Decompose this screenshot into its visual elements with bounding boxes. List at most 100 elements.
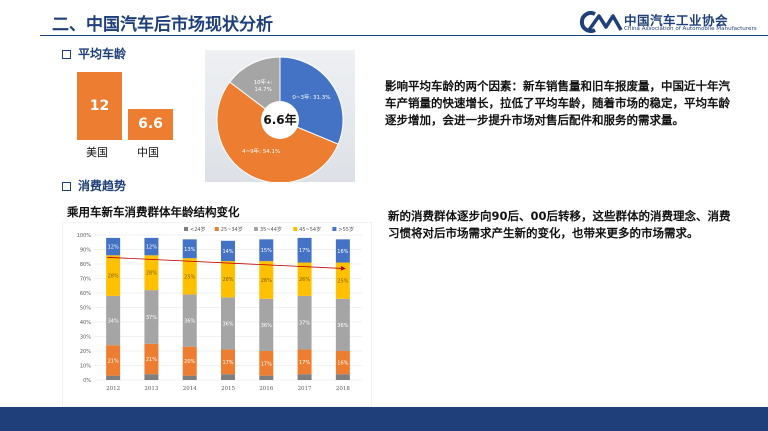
stacked-bar-segment — [182, 375, 197, 380]
stacked-bar-segment — [297, 295, 312, 350]
segment-value-label: 13% — [184, 247, 195, 253]
segment-value-label: 26% — [299, 277, 310, 283]
x-tick-label: 2014 — [183, 386, 197, 392]
segment-value-label: 16% — [337, 249, 348, 255]
y-tick-label: 100% — [77, 233, 92, 239]
section-bullet-icon — [62, 182, 71, 191]
y-tick-label: 60% — [80, 291, 91, 297]
trend-arrow — [107, 256, 346, 271]
segment-value-label: 28% — [222, 277, 233, 283]
segment-value-label: 26% — [261, 278, 272, 284]
y-tick-label: 40% — [80, 320, 91, 326]
stacked-bar-segment — [259, 239, 274, 262]
stacked-bar-segment — [106, 375, 121, 380]
stacked-bar-segment — [221, 261, 235, 298]
segment-value-label: 36% — [261, 323, 272, 329]
segment-value-label: 21% — [108, 358, 119, 364]
legend-swatch — [254, 227, 258, 231]
bar-china: 6.6 — [128, 109, 173, 140]
pie-slice-label: 0~3年: 31.3% — [292, 93, 330, 101]
title-divider — [40, 35, 768, 36]
stacked-bar-segment — [144, 343, 159, 375]
pie-center-label: 6.6年 — [263, 112, 296, 127]
pie-slice — [229, 56, 281, 122]
section-average-age-label: 平均车龄 — [78, 47, 127, 61]
segment-value-label: 37% — [299, 321, 310, 327]
stacked-bar-segment — [182, 294, 197, 347]
stacked-bar-segment — [144, 290, 159, 344]
stacked-bar-segment — [259, 261, 274, 299]
segment-value-label: 17% — [299, 360, 310, 366]
y-tick-label: 90% — [80, 248, 91, 254]
segment-value-label: 17% — [299, 248, 310, 254]
stacked-bar-segment — [106, 237, 121, 256]
caam-logo-icon — [579, 11, 623, 33]
stacked-bar-segment — [221, 297, 235, 350]
section-bullet-icon — [62, 50, 71, 59]
pie-slice-label: 4~9年: 54.1% — [242, 147, 280, 155]
logo-chinese-text: 中国汽车工业协会 — [624, 13, 729, 28]
stacked-bar-segment — [182, 346, 197, 376]
stacked-bar-segment — [335, 351, 350, 375]
legend-swatch — [293, 227, 298, 231]
logo-english-text: China Association of Automobile Manufact… — [624, 26, 757, 32]
y-tick-label: 30% — [80, 335, 91, 341]
bar-usa-label: 美国 — [86, 146, 108, 159]
stacked-bar-segment — [297, 374, 312, 380]
segment-value-label: 25% — [337, 279, 348, 285]
segment-value-label: 16% — [337, 361, 348, 367]
segment-value-label: 36% — [184, 319, 195, 325]
x-tick-label: 2013 — [144, 386, 158, 392]
segment-value-label: 36% — [337, 323, 348, 329]
segment-value-label: 28% — [146, 271, 157, 277]
bar-china-label: 中国 — [137, 146, 159, 159]
x-tick-label: 2017 — [298, 386, 312, 392]
legend-label: 45~54岁 — [299, 226, 321, 233]
legend-swatch — [332, 227, 337, 231]
segment-value-label: 36% — [222, 321, 233, 327]
stacked-bar-segment — [221, 240, 235, 262]
y-tick-label: 80% — [80, 262, 91, 268]
legend-swatch — [214, 227, 219, 231]
stacked-bar-segment — [335, 239, 350, 263]
stacked-bar-segment — [221, 374, 235, 380]
stacked-bar-segment — [144, 255, 159, 291]
segment-value-label: 12% — [146, 245, 157, 251]
average-age-paragraph: 影响平均车龄的两个因素：新车销售量和旧车报废量，中国近十年汽车产销量的快速增长，… — [385, 79, 730, 127]
x-tick-label: 2015 — [221, 386, 235, 392]
pie-center-hole — [261, 101, 299, 139]
stacked-bar-segment — [297, 349, 312, 375]
stacked-bar-segment — [106, 345, 121, 376]
stacked-bar-segment — [182, 258, 197, 295]
consumption-trend-paragraph: 新的消费群体逐步向90后、00后转移，这些群体的消费理念、消费习惯将对后市场需求… — [388, 209, 731, 240]
segment-value-label: 21% — [146, 357, 157, 363]
y-tick-label: 0% — [83, 378, 91, 384]
stacked-bar-segment — [144, 374, 159, 380]
bar-usa: 12 — [77, 72, 122, 140]
segment-value-label: 15% — [261, 248, 272, 254]
vehicle-age-pie-chart: 0~3年: 31.3% 4~9年: 54.1% 10年+: 14.7% 6.6年 — [205, 50, 355, 182]
stacked-chart-title: 乘用车新车消费群体年龄结构变化 — [67, 205, 240, 219]
legend-label: >55岁 — [338, 226, 354, 233]
age-structure-stacked-bar-chart: 0% 10% 20% 30% 40% 50% 60% 70% 80% 90% 100% <24岁 25~… — [62, 222, 372, 407]
stacked-bar-segment — [297, 237, 312, 263]
stacked-bar-segment — [221, 349, 235, 375]
stacked-bar-segment — [297, 262, 312, 296]
segment-value-label: 28% — [108, 274, 119, 280]
x-tick-label: 2012 — [106, 386, 120, 392]
stacked-bar-segment — [106, 295, 121, 346]
stacked-bar-segment — [259, 375, 274, 380]
segment-value-label: 12% — [108, 245, 119, 251]
stacked-bar-segment — [335, 374, 350, 380]
legend-label: 35~44岁 — [260, 226, 282, 233]
pie-slice-label: 10年+: 14.7% — [254, 78, 273, 93]
segment-value-label: 20% — [184, 359, 195, 365]
stacked-bar-segment — [259, 351, 274, 376]
y-tick-label: 20% — [80, 349, 91, 355]
stacked-bar-segment — [335, 262, 350, 299]
stacked-bar-segment — [106, 255, 121, 296]
section-consumption-trend-label: 消费趋势 — [78, 179, 127, 193]
legend-label: 25~34岁 — [221, 226, 243, 233]
segment-value-label: 34% — [108, 319, 119, 325]
x-tick-label: 2016 — [259, 386, 273, 392]
